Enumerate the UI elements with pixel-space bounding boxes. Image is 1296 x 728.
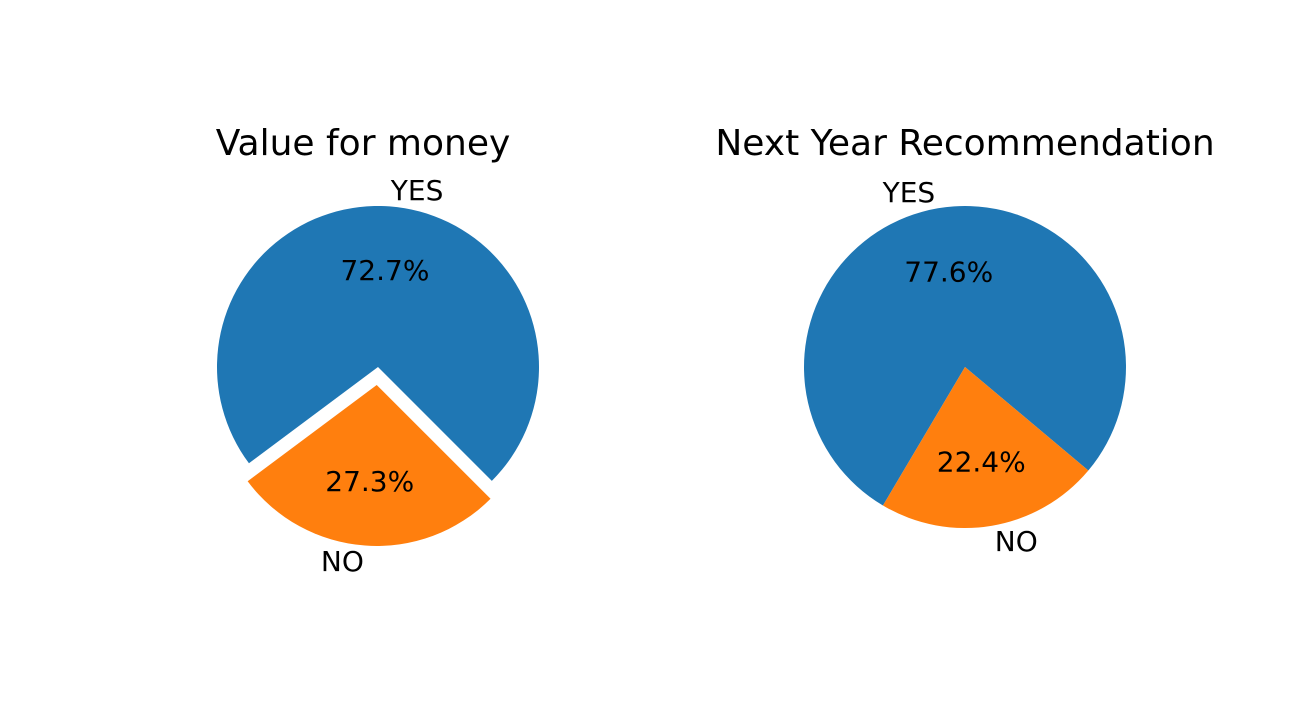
slice-percent-label: 77.6% xyxy=(904,255,993,288)
chart-title: Next Year Recommendation xyxy=(715,123,1214,164)
chart-title: Value for money xyxy=(216,123,511,164)
pie-slice-yes xyxy=(804,206,1126,506)
pie-slice-no xyxy=(882,367,1089,528)
slice-category-label: YES xyxy=(882,176,936,209)
slice-percent-label: 72.7% xyxy=(340,254,429,287)
pie-slice-no xyxy=(247,384,491,546)
slice-percent-label: 22.4% xyxy=(937,446,1026,479)
slice-category-label: NO xyxy=(321,545,364,578)
slice-category-label: NO xyxy=(995,525,1038,558)
pie-chart-next-year-recommendation: Next Year Recommendation 77.6% YES 22.4% NO xyxy=(715,123,1214,558)
slice-percent-label: 27.3% xyxy=(325,465,414,498)
pie-slice-yes xyxy=(217,206,539,481)
pie-chart-value-for-money: Value for money 72.7% YES 27.3% NO xyxy=(216,123,539,578)
slice-category-label: YES xyxy=(390,174,444,207)
